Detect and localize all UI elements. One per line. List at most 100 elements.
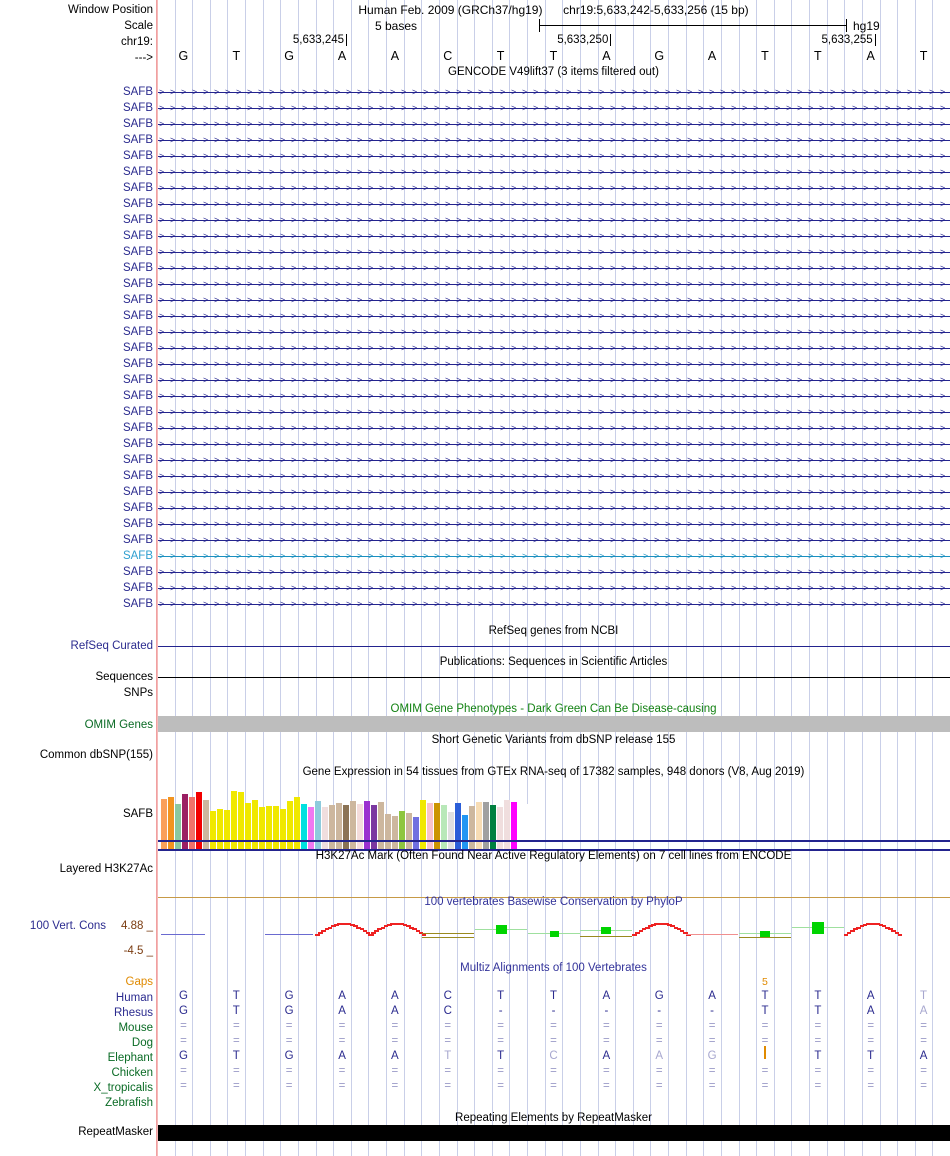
gene-row[interactable]: > > > > > > > > > > > > > > > > > > > > > > > > > > > > > > > > > > > > > > > >… [157,151,950,162]
gtex-gene-label[interactable]: SAFB [122,808,153,820]
gtex-tissue-bar[interactable] [497,807,504,840]
gtex-tissue-bar[interactable] [308,807,315,840]
gtex-tissue-bar[interactable] [315,801,322,840]
gtex-tissue-bar[interactable] [280,809,287,840]
repeatmasker-block[interactable] [157,1125,950,1141]
gene-label-safb[interactable]: SAFB [122,342,153,354]
gtex-tissue-bar[interactable] [504,800,511,840]
gene-row[interactable]: > > > > > > > > > > > > > > > > > > > > > > > > > > > > > > > > > > > > > > > >… [157,183,950,194]
gene-row[interactable]: > > > > > > > > > > > > > > > > > > > > > > > > > > > > > > > > > > > > > > > >… [157,455,950,466]
gene-label-safb[interactable]: SAFB [122,582,153,594]
gene-row[interactable]: > > > > > > > > > > > > > > > > > > > > > > > > > > > > > > > > > > > > > > > >… [157,519,950,530]
gene-row[interactable]: > > > > > > > > > > > > > > > > > > > > > > > > > > > > > > > > > > > > > > > >… [157,407,950,418]
gtex-tissue-bar[interactable] [329,805,336,840]
gene-label-safb[interactable]: SAFB [122,470,153,482]
gtex-tissue-bar[interactable] [413,817,420,840]
gtex-tissue-bar[interactable] [455,803,462,840]
gtex-tissue-bar[interactable] [490,805,497,840]
track-data-area[interactable]: Human Feb. 2009 (GRCh37/hg19) chr19:5,63… [157,0,950,1156]
gene-row[interactable]: > > > > > > > > > > > > > > > > > > > > > > > > > > > > > > > > > > > > > > > >… [157,343,950,354]
gene-label-safb[interactable]: SAFB [122,294,153,306]
gene-row[interactable]: > > > > > > > > > > > > > > > > > > > > > > > > > > > > > > > > > > > > > > > >… [157,295,950,306]
gtex-tissue-bar[interactable] [357,804,364,840]
gtex-tissue-bar[interactable] [385,814,392,840]
gtex-tissue-bar[interactable] [210,811,217,840]
gtex-tissue-bar[interactable] [378,802,385,840]
gene-label-safb[interactable]: SAFB [122,438,153,450]
gtex-tissue-bar[interactable] [203,800,210,840]
gtex-tissue-bar[interactable] [273,806,280,840]
gtex-tissue-bar[interactable] [182,794,189,840]
gene-row[interactable]: > > > > > > > > > > > > > > > > > > > > > > > > > > > > > > > > > > > > > > > >… [157,327,950,338]
gtex-tissue-bar[interactable] [245,803,252,840]
gene-row[interactable]: > > > > > > > > > > > > > > > > > > > > > > > > > > > > > > > > > > > > > > > >… [157,199,950,210]
species-label[interactable]: Dog [131,1037,153,1049]
gtex-tissue-bar[interactable] [336,803,343,840]
gene-row[interactable]: > > > > > > > > > > > > > > > > > > > > > > > > > > > > > > > > > > > > > > > >… [157,231,950,242]
gene-label-safb[interactable]: SAFB [122,86,153,98]
gtex-tissue-bar[interactable] [420,800,427,840]
species-label[interactable]: Human [115,992,153,1004]
gtex-tissue-bar[interactable] [168,797,175,840]
gene-label-safb[interactable]: SAFB [122,182,153,194]
gene-row[interactable]: > > > > > > > > > > > > > > > > > > > > > > > > > > > > > > > > > > > > > > > >… [157,567,950,578]
gene-row[interactable]: > > > > > > > > > > > > > > > > > > > > > > > > > > > > > > > > > > > > > > > >… [157,535,950,546]
gene-label-safb[interactable]: SAFB [122,486,153,498]
snps-label[interactable]: SNPs [123,687,153,699]
gtex-tissue-bar[interactable] [476,802,483,840]
gene-row[interactable]: > > > > > > > > > > > > > > > > > > > > > > > > > > > > > > > > > > > > > > > >… [157,551,950,562]
gene-row[interactable]: > > > > > > > > > > > > > > > > > > > > > > > > > > > > > > > > > > > > > > > >… [157,263,950,274]
gtex-tissue-bar[interactable] [350,801,357,840]
gene-label-safb[interactable]: SAFB [122,454,153,466]
gene-row[interactable]: > > > > > > > > > > > > > > > > > > > > > > > > > > > > > > > > > > > > > > > >… [157,375,950,386]
gene-label-safb[interactable]: SAFB [122,518,153,530]
gene-label-safb[interactable]: SAFB [122,598,153,610]
gene-row[interactable]: > > > > > > > > > > > > > > > > > > > > > > > > > > > > > > > > > > > > > > > >… [157,583,950,594]
gtex-tissue-bar[interactable] [301,804,308,840]
gtex-tissue-bar[interactable] [252,800,259,840]
gtex-tissue-bar[interactable] [175,804,182,840]
gtex-tissue-bar[interactable] [196,792,203,840]
gene-label-safb[interactable]: SAFB [122,390,153,402]
gtex-tissue-bar[interactable] [448,812,455,840]
gene-row[interactable]: > > > > > > > > > > > > > > > > > > > > > > > > > > > > > > > > > > > > > > > >… [157,391,950,402]
gtex-tissue-bar[interactable] [483,802,490,840]
gtex-tissue-bar[interactable] [462,815,469,840]
gene-label-safb[interactable]: SAFB [122,550,153,562]
gene-label-safb[interactable]: SAFB [122,502,153,514]
gtex-tissue-bar[interactable] [399,811,406,840]
gene-row[interactable]: > > > > > > > > > > > > > > > > > > > > > > > > > > > > > > > > > > > > > > > >… [157,487,950,498]
gene-row[interactable]: > > > > > > > > > > > > > > > > > > > > > > > > > > > > > > > > > > > > > > > >… [157,503,950,514]
gene-label-safb[interactable]: SAFB [122,566,153,578]
gtex-tissue-bar[interactable] [294,797,301,840]
gene-row[interactable]: > > > > > > > > > > > > > > > > > > > > > > > > > > > > > > > > > > > > > > > >… [157,119,950,130]
gene-row[interactable]: > > > > > > > > > > > > > > > > > > > > > > > > > > > > > > > > > > > > > > > >… [157,87,950,98]
gtex-tissue-bar[interactable] [238,792,245,840]
gene-label-safb[interactable]: SAFB [122,198,153,210]
gtex-tissue-bar[interactable] [511,802,518,840]
gtex-tissue-bar[interactable] [161,799,168,840]
gene-label-safb[interactable]: SAFB [122,134,153,146]
gene-label-safb[interactable]: SAFB [122,422,153,434]
omim-grey-band[interactable] [157,716,950,732]
gtex-tissue-bar[interactable] [287,801,294,840]
species-label[interactable]: Zebrafish [105,1097,153,1109]
gene-row[interactable]: > > > > > > > > > > > > > > > > > > > > > > > > > > > > > > > > > > > > > > > >… [157,471,950,482]
gene-label-safb[interactable]: SAFB [122,326,153,338]
gene-label-safb[interactable]: SAFB [122,374,153,386]
gene-label-safb[interactable]: SAFB [122,166,153,178]
gene-label-safb[interactable]: SAFB [122,406,153,418]
gene-label-safb[interactable]: SAFB [122,262,153,274]
gtex-tissue-bar[interactable] [231,791,238,840]
conservation-label[interactable]: 100 Vert. Cons [29,920,106,932]
gene-row[interactable]: > > > > > > > > > > > > > > > > > > > > > > > > > > > > > > > > > > > > > > > >… [157,359,950,370]
species-label[interactable]: Mouse [118,1022,153,1034]
gene-label-safb[interactable]: SAFB [122,246,153,258]
gtex-tissue-bar[interactable] [217,809,224,840]
sequences-label[interactable]: Sequences [95,671,153,683]
gtex-tissue-bar[interactable] [343,805,350,840]
gtex-tissue-bar[interactable] [441,805,448,840]
gene-label-safb[interactable]: SAFB [122,102,153,114]
gaps-label[interactable]: Gaps [125,976,154,988]
